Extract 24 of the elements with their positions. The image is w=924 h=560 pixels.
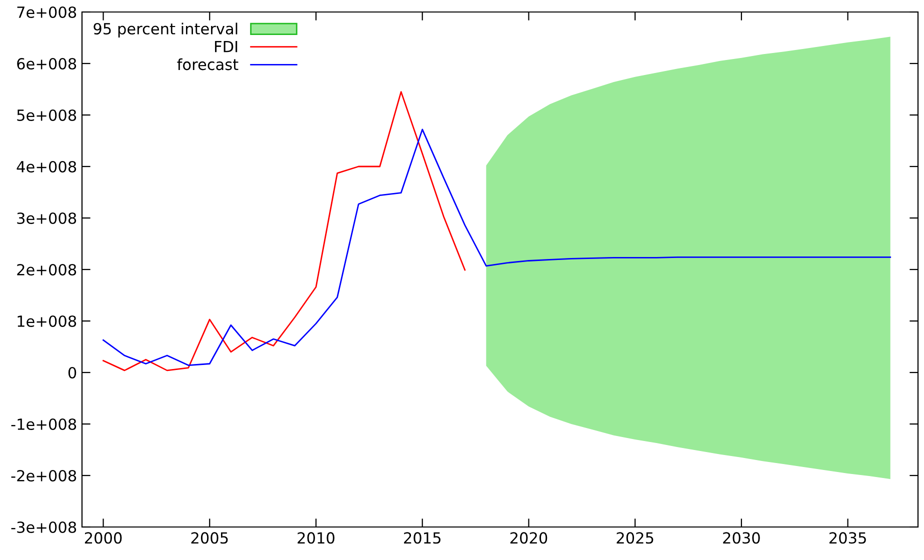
x-tick-label: 2020 [510, 532, 548, 544]
line-series [102, 128, 892, 366]
x-tick-label: 2005 [191, 532, 228, 544]
y-tick-label: 0 [68, 366, 76, 379]
y-tick-label: 5e+008 [17, 109, 76, 122]
legend-label: FDI [215, 41, 238, 52]
legend-label: 95 percent interval [94, 22, 238, 38]
x-tick-label: 2025 [616, 532, 654, 544]
x-tick-label: 2000 [84, 532, 122, 544]
x-tick-label: 2035 [829, 532, 866, 544]
y-tick-label: 4e+008 [16, 160, 76, 173]
y-tick-label: 3e+008 [17, 212, 76, 224]
y-tick-label: 1e+008 [18, 315, 76, 328]
x-tick-label: 2015 [404, 532, 440, 544]
y-tick-label: 7e+008 [17, 6, 76, 18]
x-tick-label: 2010 [298, 532, 334, 544]
x-tick-label: 2030 [723, 532, 760, 544]
y-tick-label: 2e+008 [17, 264, 76, 276]
y-tick-label: -1e+008 [11, 418, 76, 430]
y-tick-label: -3e+008 [11, 521, 76, 534]
line-series [102, 91, 466, 372]
legend-label: forecast [177, 58, 238, 70]
y-tick-label: 6e+008 [17, 58, 76, 70]
y-tick-label: -2e+008 [11, 470, 76, 482]
